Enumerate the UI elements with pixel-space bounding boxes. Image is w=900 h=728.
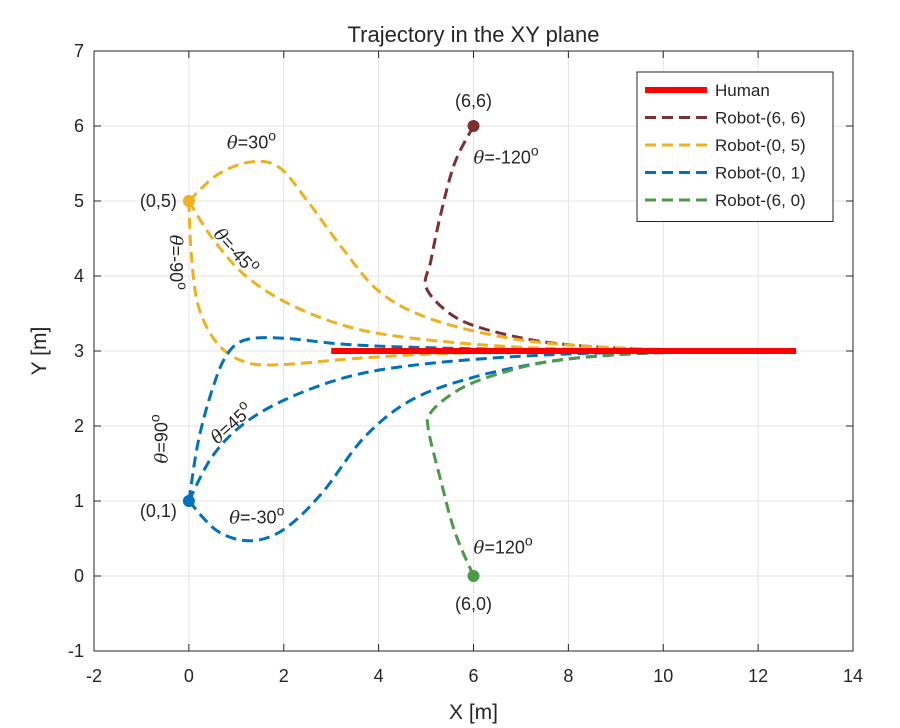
plot-lines [187, 125, 797, 577]
annotation-theta: θ [474, 148, 485, 169]
start-point-marker [467, 570, 480, 582]
start-point-marker [182, 195, 195, 207]
angle-annotation: θ=-30o [229, 503, 284, 529]
x-tick-label: 8 [563, 666, 573, 686]
series-line-4 [187, 200, 721, 367]
series-line-8 [425, 349, 721, 577]
annotation-degree: o [147, 414, 163, 422]
start-point-label: (6,0) [455, 594, 492, 614]
y-tick-label: 2 [74, 416, 84, 436]
x-tick-label: 14 [843, 666, 863, 686]
series-line-5 [187, 336, 721, 502]
annotation-degree: o [268, 128, 276, 144]
annotation-theta: θ [152, 453, 173, 464]
annotation-value: =-30 [240, 508, 277, 528]
x-tick-label: -2 [86, 666, 102, 686]
legend: Human Robot-(6, 6) Robot-(0, 5) Robot-(0, 1… [636, 71, 834, 222]
annotation-theta: θ [474, 538, 485, 559]
x-tick-label: 4 [374, 666, 384, 686]
y-tick-label: 1 [74, 491, 84, 511]
chart-title: Trajectory in the XY plane [348, 22, 600, 47]
series-line-6 [187, 349, 721, 502]
annotation-theta: θ [227, 133, 238, 154]
x-tick-label: 12 [748, 666, 768, 686]
start-point-label: (0,1) [140, 501, 177, 521]
annotation-value: =90 [152, 422, 172, 453]
y-tick-label: -1 [68, 641, 84, 661]
legend-label: Robot-(6, 6) [715, 109, 806, 128]
legend-label: Robot-(0, 5) [715, 136, 806, 155]
legend-label: Robot-(0, 1) [715, 164, 806, 183]
y-tick-label: 4 [74, 266, 84, 286]
legend-label: Human [715, 81, 770, 100]
legend-label: Robot-(6, 0) [715, 191, 806, 210]
start-point-marker [182, 495, 195, 507]
series-line-2 [187, 159, 721, 353]
x-tick-label: 2 [279, 666, 289, 686]
y-tick-label: 5 [74, 191, 84, 211]
x-axis-label: X [m] [449, 701, 498, 724]
y-tick-label: 7 [74, 41, 84, 61]
angle-annotation: θ=-90o [165, 235, 191, 290]
annotation-theta: θ [229, 508, 240, 529]
angle-annotation: θ=-45o [209, 221, 265, 280]
y-axis-label: Y [m] [28, 327, 51, 376]
annotation-value: =30 [238, 133, 269, 153]
annotation-degree: o [175, 282, 191, 290]
annotation-degree: o [525, 533, 533, 549]
annotation-theta: θ [165, 235, 186, 246]
angle-annotation: θ=-120o [474, 143, 539, 169]
angle-annotation: θ=120o [474, 533, 533, 559]
annotation-value: =-120 [484, 148, 531, 168]
start-point-label: (6,6) [455, 91, 492, 111]
x-tick-label: 6 [468, 666, 478, 686]
start-point-marker [467, 120, 480, 132]
x-tick-label: 10 [653, 666, 673, 686]
y-tick-label: 3 [74, 341, 84, 361]
legend-box [636, 71, 834, 222]
y-tick-label: 0 [74, 566, 84, 586]
start-point-label: (0,5) [140, 191, 177, 211]
annotation-degree: o [531, 143, 539, 159]
angle-annotation: θ=45o [203, 396, 257, 448]
start-markers: (6,6) (0,5) (0,1) (6,0) [140, 91, 492, 614]
annotation-value: =-90 [166, 246, 186, 283]
y-tick-label: 6 [74, 116, 84, 136]
angle-annotation: θ=30o [227, 128, 276, 154]
annotation-degree: o [277, 503, 285, 519]
series-line-7 [187, 349, 721, 543]
annotation-value: =120 [484, 538, 525, 558]
x-tick-label: 0 [184, 666, 194, 686]
angle-annotation: θ=90o [147, 414, 173, 463]
